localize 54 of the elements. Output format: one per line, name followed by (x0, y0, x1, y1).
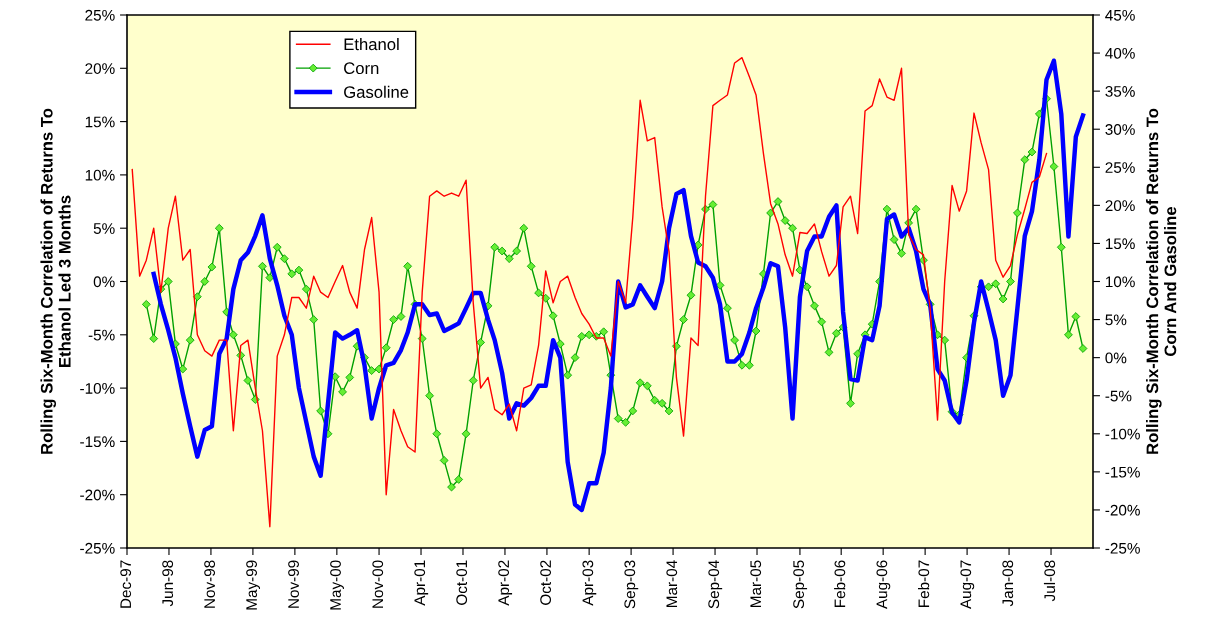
y-tick-label: 10% (85, 169, 115, 181)
y2-axis-title: Rolling Six-Month Correlation of Returns To Corn And Gasoline (1146, 108, 1177, 454)
legend-label: Ethanol (344, 37, 399, 51)
x-tick-label: Apr-03 (582, 560, 597, 606)
y-tick-label: 15% (85, 116, 115, 128)
legend-label: Gasoline (344, 85, 409, 98)
y2-tick-label: 10% (1105, 276, 1135, 288)
x-tick-label: Sep-04 (708, 560, 723, 609)
y2-tick-label: 40% (1105, 47, 1135, 59)
x-tick-label: May-00 (330, 560, 344, 610)
y2-tick-label: 45% (1105, 9, 1135, 21)
y2-tick-label: 5% (1105, 314, 1127, 326)
x-tick-label: Apr-01 (414, 560, 429, 606)
y-tick-label: 0% (93, 276, 115, 288)
y-tick-label: -25% (80, 542, 115, 554)
y2-tick-label: -20% (1105, 504, 1140, 516)
y2-tick-label: -15% (1105, 466, 1140, 478)
x-tick-label: Jul-08 (1043, 560, 1056, 602)
x-tick-label: Aug-06 (876, 560, 891, 610)
x-tick-label: Feb-07 (918, 560, 930, 607)
x-tick-label: Apr-02 (498, 560, 513, 606)
y2-tick-label: 30% (1105, 124, 1135, 135)
x-tick-label: Jun-98 (162, 560, 174, 607)
y-tick-label: -5% (88, 329, 115, 341)
legend-label: Corn (344, 62, 379, 75)
y-tick-label: -15% (80, 436, 115, 448)
x-tick-label: Nov-00 (372, 560, 384, 608)
y-tick-label: 20% (85, 63, 115, 74)
x-tick-label: Dec-97 (120, 560, 132, 608)
y2-tick-label: -25% (1105, 542, 1140, 554)
y-tick-label: -20% (80, 489, 115, 501)
y-axis-title: Rolling Six-Month Correlation of Returns To Ethanol Led 3 Months (40, 108, 71, 454)
x-tick-label: Sep-03 (624, 560, 639, 609)
y-tick-label: 25% (85, 9, 115, 21)
y2-tick-label: -5% (1105, 390, 1132, 402)
x-tick-label: Aug-07 (960, 560, 975, 610)
y-tick-label: -10% (80, 382, 115, 394)
y2-tick-label: 25% (1105, 162, 1135, 173)
x-tick-label: Nov-99 (288, 560, 299, 608)
y2-tick-label: 0% (1105, 352, 1127, 364)
x-tick-label: Mar-05 (750, 560, 762, 607)
x-tick-label: May-99 (246, 560, 261, 610)
x-tick-label: Sep-05 (793, 560, 808, 609)
x-tick-label: Oct-01 (456, 560, 468, 605)
x-tick-label: Mar-04 (666, 560, 678, 607)
x-tick-label: Feb-06 (834, 560, 846, 607)
y2-tick-label: 15% (1105, 238, 1135, 250)
y-tick-label: 5% (93, 223, 115, 234)
y2-tick-label: -10% (1105, 428, 1140, 440)
x-tick-label: Nov-98 (204, 560, 216, 608)
y2-tick-label: 35% (1105, 86, 1135, 97)
x-tick-label: Oct-02 (540, 560, 552, 605)
y2-tick-label: 20% (1105, 200, 1135, 212)
x-tick-label: Jan-08 (1002, 560, 1014, 607)
